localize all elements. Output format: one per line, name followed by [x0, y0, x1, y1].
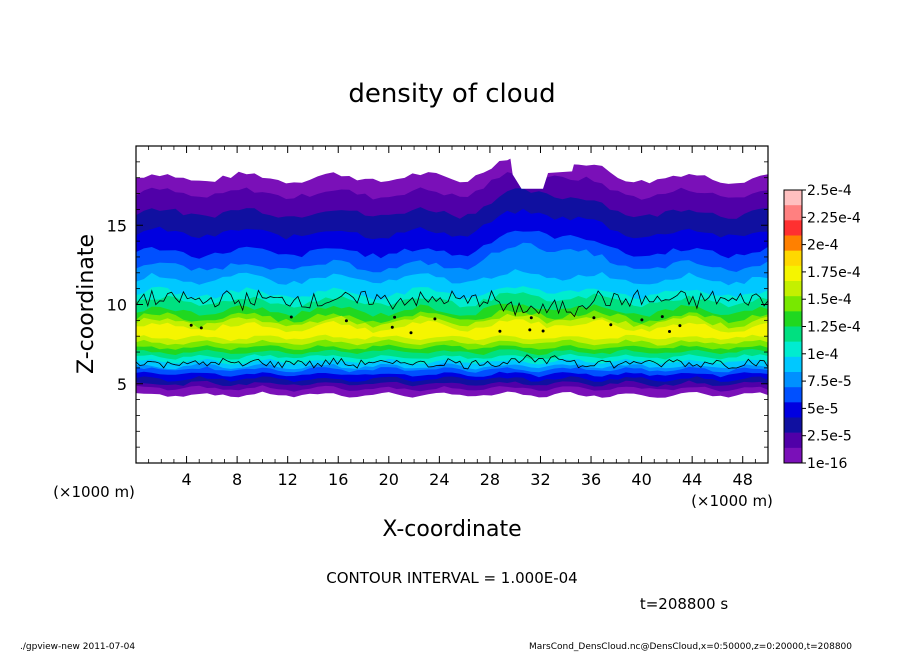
contour-interval-text: CONTOUR INTERVAL = 1.000E-04: [326, 569, 577, 587]
contour-speck: [409, 331, 413, 335]
colorbar: 2.5e-4 2.25e-4 2e-4 1.75e-4 1.5e-4 1.25e-4 1e-…: [783, 183, 861, 472]
x-tick-label: 12: [278, 470, 298, 489]
colorbar-swatch: [784, 447, 802, 464]
contour-speck: [592, 316, 596, 320]
colorbar-swatch: [784, 311, 802, 327]
colorbar-label: 2.25e-4: [807, 210, 861, 226]
footer-right: MarsCond_DensCloud.nc@DensCloud,x=0:5000…: [529, 642, 852, 652]
contour-speck: [393, 315, 397, 319]
y-axis-label: Z-coordinate: [74, 234, 99, 374]
colorbar-swatch: [784, 326, 802, 342]
colorbar-swatch: [784, 190, 802, 206]
colorbar-label: 1.5e-4: [807, 292, 852, 308]
contour-speck: [189, 323, 193, 327]
x-tick-label: 32: [530, 470, 550, 489]
cloud-gap-region: [508, 147, 579, 189]
x-tick-label: 48: [733, 470, 753, 489]
colorbar-swatch: [784, 250, 802, 267]
x-tick-label: 44: [682, 470, 702, 489]
colorbar-label: 1.75e-4: [807, 265, 861, 281]
colorbar-swatch: [784, 235, 802, 251]
colorbar-swatch: [784, 265, 802, 282]
contour-speck: [668, 330, 671, 333]
x-tick-label: 28: [480, 470, 500, 489]
contour-speck: [640, 318, 644, 322]
contour-speck: [498, 329, 502, 333]
colorbar-label: 2.5e-5: [807, 429, 852, 445]
colorbar-swatch: [784, 432, 802, 449]
time-label: t=208800 s: [640, 595, 728, 613]
colorbar-label: 1e-16: [807, 456, 847, 472]
x-tick-label: 40: [631, 470, 651, 489]
contour-lines: [136, 289, 768, 370]
contour-speck: [609, 323, 613, 327]
y-tick-label: 5: [117, 375, 127, 394]
y-tick-label: 15: [107, 216, 127, 235]
contour-line: [136, 354, 768, 370]
contour-speck: [344, 319, 348, 323]
colorbar-swatch: [784, 356, 802, 373]
contour-speck: [199, 326, 203, 330]
footer-left: ./gpview-new 2011-07-04: [20, 642, 136, 652]
contour-speck: [433, 317, 437, 321]
colorbar-label: 2e-4: [807, 238, 839, 254]
x-tick-label: 36: [581, 470, 601, 489]
colorbar-swatch: [784, 205, 802, 221]
colorbar-swatch: [784, 402, 802, 418]
x-tick-label: 8: [232, 470, 242, 489]
contour-speck: [529, 316, 533, 320]
plot-area: [135, 145, 769, 464]
colorbar-swatch: [784, 296, 802, 312]
x-unit-label: (×1000 m): [53, 483, 135, 501]
colorbar-swatch: [784, 387, 802, 403]
x-axis: 4 8 12 16 20 24 28 32 36 40 44 48: [148, 146, 756, 489]
colorbar-label: 7.5e-5: [807, 374, 852, 390]
colorbar-swatch: [784, 417, 802, 433]
density-field: [136, 155, 768, 398]
colorbar-label: 2.5e-4: [807, 183, 852, 199]
y-tick-label: 10: [107, 296, 127, 315]
x-tick-label: 4: [181, 470, 191, 489]
colorbar-swatch: [784, 341, 802, 358]
x-tick-label: 20: [379, 470, 399, 489]
chart-title: density of cloud: [348, 79, 555, 109]
contour-speck: [390, 325, 394, 329]
contour-speck: [541, 329, 545, 333]
x-tick-label: 16: [328, 470, 348, 489]
x-axis-label: X-coordinate: [382, 517, 521, 542]
colorbar-swatch: [784, 220, 802, 236]
contour-speck: [678, 324, 682, 328]
colorbar-label: 1e-4: [807, 347, 839, 363]
cloud-gap: [508, 147, 579, 189]
contour-line: [136, 289, 768, 318]
y-axis: 5 10 15: [107, 161, 768, 448]
z-unit-label: (×1000 m): [691, 492, 773, 510]
contour-speck: [528, 328, 532, 332]
colorbar-label: 5e-5: [807, 401, 838, 417]
colorbar-swatch: [784, 281, 802, 297]
contour-speck: [289, 315, 293, 319]
colorbar-label: 1.25e-4: [807, 320, 861, 336]
contour-speck: [660, 315, 664, 319]
colorbar-swatch: [784, 372, 802, 388]
x-tick-label: 24: [429, 470, 449, 489]
